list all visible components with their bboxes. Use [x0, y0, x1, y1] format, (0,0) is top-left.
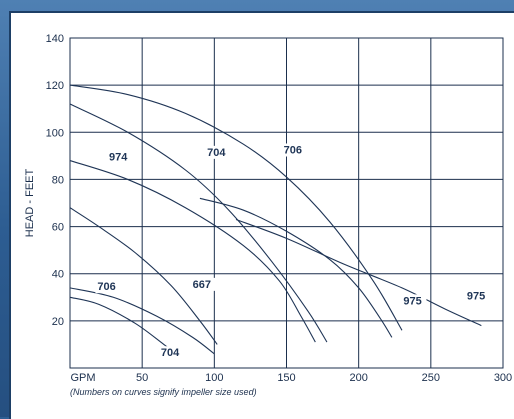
- curve-706: [69, 287, 215, 355]
- curve-label-706: 706: [97, 281, 115, 293]
- footnote: (Numbers on curves signify impeller size…: [70, 387, 257, 397]
- curve-label-704: 704: [207, 147, 226, 159]
- grid: [69, 37, 504, 369]
- y-axis-label: HEAD - FEET: [24, 168, 36, 237]
- curve-labels: 706 704 974 975 975 667 706 704: [95, 143, 490, 360]
- y-tick-label: 80: [52, 174, 64, 186]
- curve-label-bg: [205, 145, 231, 159]
- x-tick-label: 250: [422, 372, 440, 384]
- curve-704: [69, 103, 328, 343]
- x-tick-label: 200: [349, 372, 367, 384]
- curve-label-bg: [106, 150, 132, 164]
- y-tick-label: 100: [46, 127, 64, 139]
- tick-labels: 50 100 150 200 250 300 GPM 20 40 60 80 100 120 140: [46, 33, 513, 384]
- curve-975: [199, 197, 393, 338]
- curve-975: [235, 218, 482, 327]
- curve-label-bg: [190, 277, 216, 291]
- x-tick-label: 100: [205, 372, 223, 384]
- pump-curve-chart: 50 100 150 200 250 300 GPM 20 40 60 80 100 120 140 70…: [24, 33, 513, 397]
- x-axis-unit-label: GPM: [70, 372, 95, 384]
- x-tick-label: 150: [277, 372, 295, 384]
- y-tick-label: 20: [52, 316, 64, 328]
- curve-label-975: 975: [467, 291, 485, 303]
- curve-label-bg: [158, 346, 184, 360]
- curve-label-667: 667: [193, 279, 211, 291]
- y-tick-label: 140: [46, 33, 64, 45]
- y-tick-label: 40: [52, 269, 64, 281]
- chart-panel: 50 100 150 200 250 300 GPM 20 40 60 80 100 120 140 70…: [9, 11, 514, 419]
- curve-label-bg: [281, 143, 307, 157]
- curve-label-975: 975: [403, 295, 421, 307]
- curve-667: [69, 207, 218, 345]
- curve-974: [69, 160, 316, 343]
- curve-label-bg: [464, 289, 490, 303]
- curve-label-706: 706: [284, 145, 302, 157]
- x-tick-label: 300: [494, 372, 512, 384]
- curve-label-704: 704: [161, 347, 180, 359]
- curve-label-974: 974: [109, 152, 128, 164]
- y-tick-label: 60: [52, 222, 64, 234]
- curve-label-bg: [401, 294, 427, 308]
- y-tick-label: 120: [46, 80, 64, 92]
- curves: [69, 84, 482, 360]
- x-tick-label: 50: [136, 372, 148, 384]
- curve-label-bg: [95, 280, 121, 294]
